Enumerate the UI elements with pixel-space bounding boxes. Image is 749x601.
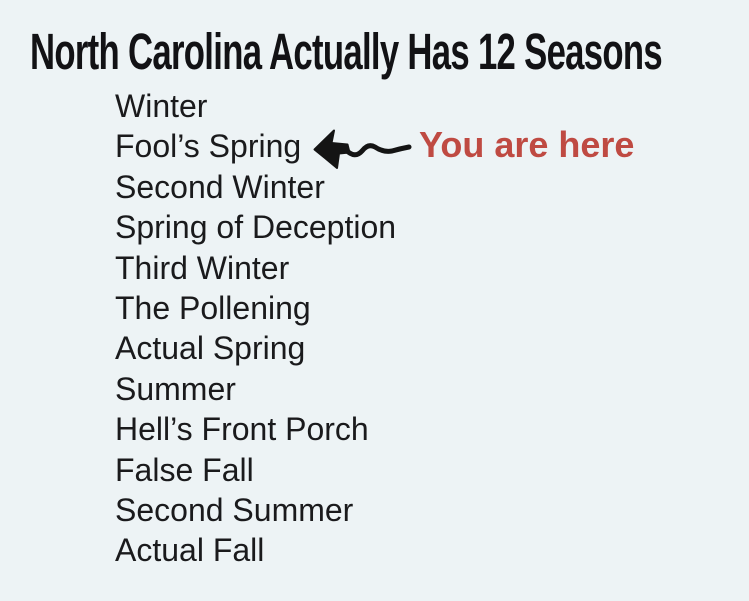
season-item-winter: Winter: [115, 88, 208, 124]
you-are-here-label: You are here: [419, 124, 635, 165]
season-item-hells-front-porch: Hell’s Front Porch: [115, 411, 369, 448]
season-item-spring-of-deception: Spring of Deception: [115, 209, 397, 246]
season-item-actual-spring: Actual Spring: [115, 330, 306, 367]
season-item-false-fall: False Fall: [115, 451, 254, 488]
season-item-actual-fall: Actual Fall: [115, 532, 265, 569]
season-item-second-winter: Second Winter: [115, 168, 325, 205]
season-item-fools-spring: Fool’s Spring: [115, 128, 302, 165]
season-item-summer: Summer: [115, 370, 236, 407]
season-list: Winter Fool’s Spring Second Winter Sprin…: [115, 86, 396, 571]
season-item-the-pollening: The Pollening: [115, 290, 311, 327]
season-item-third-winter: Third Winter: [115, 249, 290, 286]
season-item-second-summer: Second Summer: [115, 492, 354, 529]
page-title: North Carolina Actually Has 12 Seasons: [30, 23, 663, 80]
